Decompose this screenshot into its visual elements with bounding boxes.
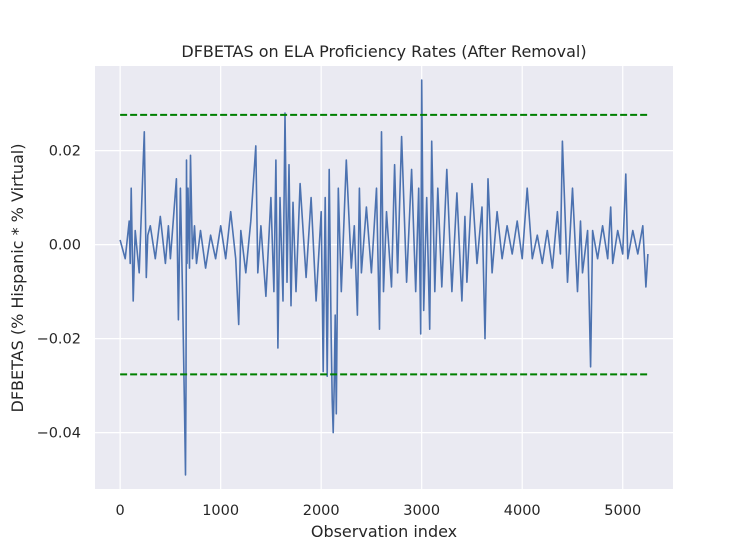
x-tick-label: 2000 bbox=[303, 503, 340, 519]
x-tick-label: 4000 bbox=[504, 503, 541, 519]
y-tick-label: −0.04 bbox=[37, 426, 81, 442]
x-tick-label: 1000 bbox=[202, 503, 239, 519]
dfbetas-series-line bbox=[119, 79, 649, 476]
threshold-layer bbox=[120, 113, 649, 376]
x-tick-label: 5000 bbox=[604, 503, 641, 519]
chart-title: DFBETAS on ELA Proficiency Rates (After … bbox=[181, 42, 586, 61]
y-tick-label: 0.00 bbox=[49, 238, 81, 254]
y-tick-labels: −0.04 −0.02 0.00 0.02 bbox=[37, 144, 81, 442]
x-tick-labels: 0 1000 2000 3000 4000 5000 bbox=[116, 503, 642, 519]
x-tick-label: 3000 bbox=[403, 503, 440, 519]
y-tick-label: 0.02 bbox=[49, 144, 81, 160]
grid bbox=[95, 66, 673, 489]
x-axis-label: Observation index bbox=[311, 522, 457, 541]
y-tick-label: −0.02 bbox=[37, 332, 81, 348]
x-tick-label: 0 bbox=[116, 503, 125, 519]
series-layer bbox=[119, 79, 649, 476]
y-axis-label: DFBETAS (% Hispanic * % Virtual) bbox=[8, 144, 27, 413]
